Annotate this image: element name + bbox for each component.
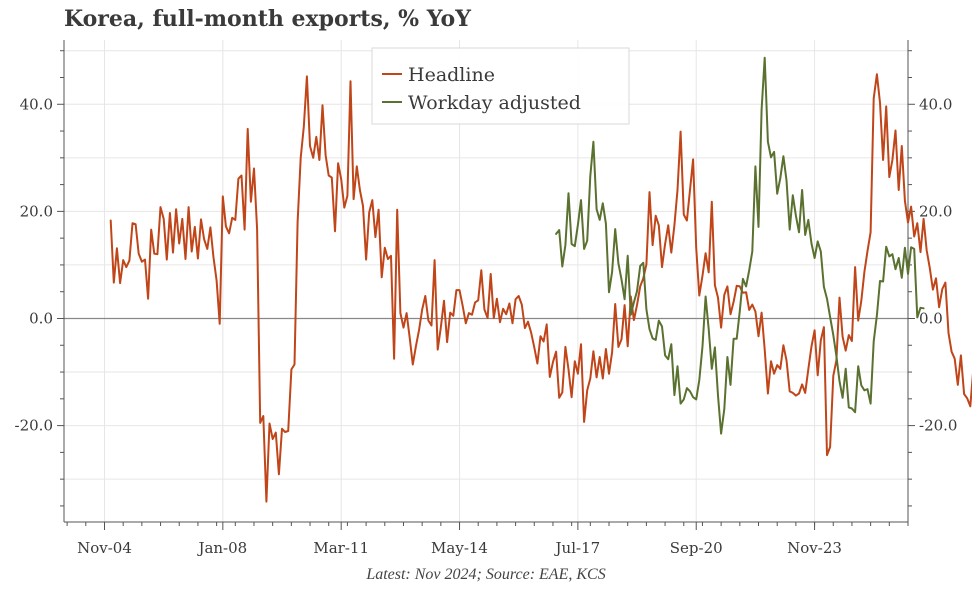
x-tick-label: May-14 (431, 539, 488, 557)
axes: -20.0 -20.0 0.0 0.0 20.0 20.0 40.0 40.0 Nov-04 Ja… (15, 40, 957, 557)
y-tick-label-right: 0.0 (919, 309, 943, 327)
x-tick-label: Jul-17 (554, 539, 601, 557)
y-tick-label-right: -20.0 (919, 417, 957, 435)
footnote: Latest: Nov 2024; Source: EAE, KCS (366, 566, 606, 583)
y-tick-label-left: 20.0 (20, 202, 53, 220)
x-tick-label: Mar-11 (313, 539, 369, 557)
x-tick-label: Nov-04 (77, 539, 132, 557)
grid (64, 40, 908, 522)
y-tick-label-right: 40.0 (919, 95, 952, 113)
chart-title: Korea, full-month exports, % YoY (64, 6, 471, 32)
y-tick-label-right: 20.0 (919, 202, 952, 220)
series-line-workday-adjusted (555, 56, 925, 435)
legend-label: Headline (408, 64, 495, 86)
legend-box (371, 47, 630, 125)
series-group (109, 56, 972, 503)
y-tick-label-left: 0.0 (29, 309, 53, 327)
y-tick-label-left: -20.0 (15, 417, 53, 435)
y-tick-label-left: 40.0 (20, 95, 53, 113)
legend-label: Workday adjusted (408, 92, 581, 114)
x-tick-label: Nov-23 (787, 539, 842, 557)
x-tick-label: Jan-08 (196, 539, 247, 557)
series-line-headline (109, 73, 972, 503)
x-tick-label: Sep-20 (670, 539, 723, 557)
legend: Headline Workday adjusted (371, 47, 630, 125)
